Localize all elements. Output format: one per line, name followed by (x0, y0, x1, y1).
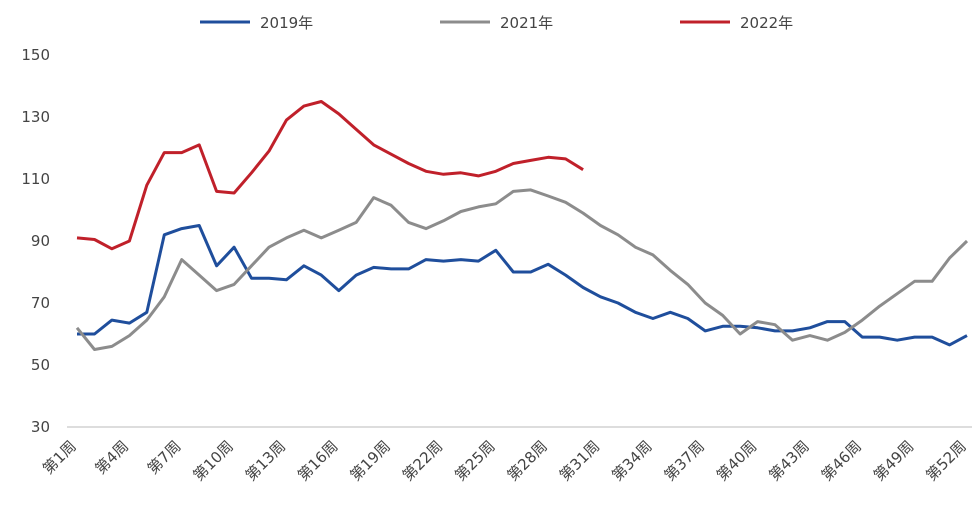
x-tick-label: 第1周 (39, 437, 80, 478)
y-tick-label: 70 (31, 294, 50, 312)
x-tick-label: 第31周 (556, 437, 603, 484)
x-tick-label: 第19周 (347, 437, 394, 484)
x-tick-label: 第49周 (870, 437, 917, 484)
x-tick-label: 第22周 (399, 437, 446, 484)
x-tick-label: 第34周 (608, 437, 655, 484)
x-tick-label: 第52周 (922, 437, 969, 484)
y-tick-label: 30 (31, 418, 50, 436)
series-line (76, 100, 584, 251)
series-line (75, 188, 969, 351)
y-tick-label: 90 (31, 232, 50, 250)
x-tick-label: 第16周 (294, 437, 341, 484)
x-tick-label: 第40周 (713, 437, 760, 484)
y-tick-label: 110 (21, 170, 50, 188)
x-tick-label: 第4周 (91, 437, 132, 478)
legend-label: 2019年 (260, 14, 313, 32)
x-tick-label: 第28周 (504, 437, 551, 484)
y-tick-label: 50 (31, 356, 50, 374)
y-tick-label: 130 (21, 108, 50, 126)
legend-label: 2021年 (500, 14, 553, 32)
x-tick-label: 第25周 (451, 437, 498, 484)
y-tick-label: 150 (21, 46, 50, 64)
x-tick-label: 第13周 (242, 437, 289, 484)
x-tick-label: 第37周 (661, 437, 708, 484)
x-tick-label: 第43周 (765, 437, 812, 484)
x-tick-label: 第10周 (189, 437, 236, 484)
series-line (77, 224, 968, 347)
x-tick-label: 第7周 (144, 437, 185, 478)
x-tick-label: 第46周 (818, 437, 865, 484)
legend-label: 2022年 (740, 14, 793, 32)
